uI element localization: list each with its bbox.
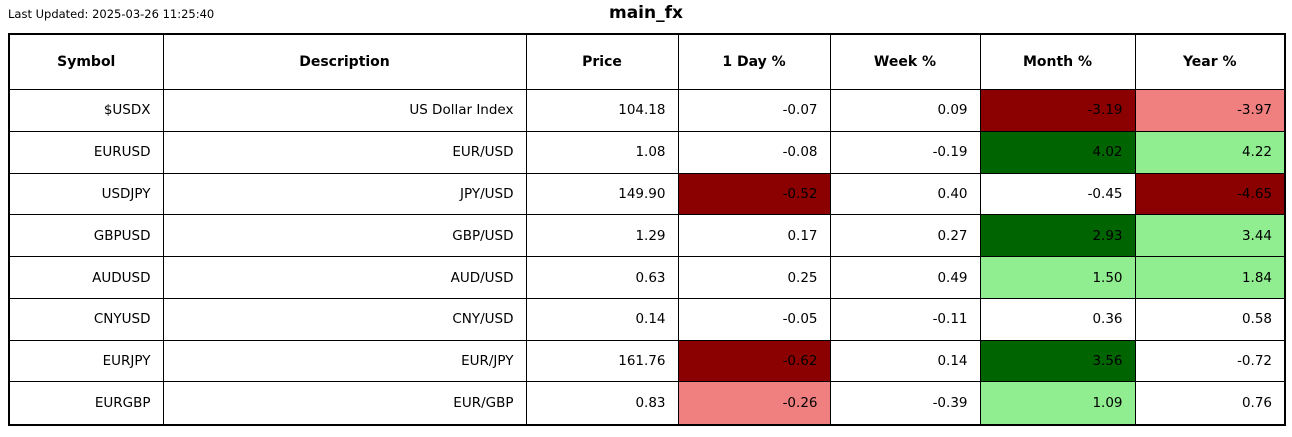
change-cell: 0.40 — [829, 172, 981, 216]
page-title: main_fx — [609, 3, 683, 23]
change-cell: 0.25 — [677, 256, 831, 299]
change-cell: -3.97 — [1134, 89, 1286, 132]
change-cell: 3.56 — [979, 339, 1136, 383]
change-cell: 1.09 — [979, 381, 1136, 426]
price-cell: 0.14 — [525, 297, 679, 341]
price-cell: 149.90 — [525, 172, 679, 216]
price-cell: 161.76 — [525, 339, 679, 383]
symbol-cell: AUDUSD — [8, 256, 164, 299]
column-header: Month % — [979, 33, 1136, 90]
change-cell: -4.65 — [1134, 172, 1286, 216]
description-cell: EUR/JPY — [162, 339, 527, 383]
table-row: GBPUSD GBP/USD 1.29 0.17 0.27 2.93 3.44 — [8, 214, 1286, 258]
table-row: CNYUSD CNY/USD 0.14 -0.05 -0.11 0.36 0.58 — [8, 297, 1286, 341]
header-row: Symbol Description Price 1 Day % Week % Month… — [8, 33, 1286, 90]
symbol-cell: EURGBP — [8, 381, 164, 426]
column-header: 1 Day % — [677, 33, 831, 90]
symbol-cell: CNYUSD — [8, 297, 164, 341]
change-cell: -0.52 — [677, 172, 831, 216]
change-cell: 0.17 — [677, 214, 831, 258]
change-cell: -0.07 — [677, 89, 831, 132]
description-cell: CNY/USD — [162, 297, 527, 341]
table-body: $USDX US Dollar Index 104.18 -0.07 0.09 -3.19… — [8, 89, 1286, 426]
change-cell: 0.27 — [829, 214, 981, 258]
change-cell: 1.50 — [979, 256, 1136, 299]
description-cell: AUD/USD — [162, 256, 527, 299]
change-cell: -0.08 — [677, 130, 831, 174]
table-row: EURUSD EUR/USD 1.08 -0.08 -0.19 4.02 4.22 — [8, 130, 1286, 174]
change-cell: -0.05 — [677, 297, 831, 341]
symbol-cell: EURUSD — [8, 130, 164, 174]
description-cell: JPY/USD — [162, 172, 527, 216]
change-cell: 2.93 — [979, 214, 1136, 258]
price-cell: 104.18 — [525, 89, 679, 132]
change-cell: -0.45 — [979, 172, 1136, 216]
change-cell: 4.02 — [979, 130, 1136, 174]
symbol-cell: $USDX — [8, 89, 164, 132]
description-cell: US Dollar Index — [162, 89, 527, 132]
table-row: $USDX US Dollar Index 104.18 -0.07 0.09 -3.19… — [8, 89, 1286, 132]
description-cell: GBP/USD — [162, 214, 527, 258]
symbol-cell: EURJPY — [8, 339, 164, 383]
change-cell: 0.76 — [1134, 381, 1286, 426]
column-header: Symbol — [8, 33, 164, 90]
change-cell: -0.72 — [1134, 339, 1286, 383]
table-row: USDJPY JPY/USD 149.90 -0.52 0.40 -0.45 -4.65 — [8, 172, 1286, 216]
change-cell: 0.14 — [829, 339, 981, 383]
fx-performance-table: Symbol Description Price 1 Day % Week % Month… — [8, 33, 1286, 426]
table-row: AUDUSD AUD/USD 0.63 0.25 0.49 1.50 1.84 — [8, 256, 1286, 299]
price-cell: 0.63 — [525, 256, 679, 299]
table-row: EURJPY EUR/JPY 161.76 -0.62 0.14 3.56 -0.72 — [8, 339, 1286, 383]
symbol-cell: USDJPY — [8, 172, 164, 216]
change-cell: 0.49 — [829, 256, 981, 299]
change-cell: -0.11 — [829, 297, 981, 341]
change-cell: 1.84 — [1134, 256, 1286, 299]
description-cell: EUR/GBP — [162, 381, 527, 426]
table-header: Symbol Description Price 1 Day % Week % Month… — [8, 33, 1286, 90]
column-header: Price — [525, 33, 679, 90]
price-cell: 1.29 — [525, 214, 679, 258]
table-row: EURGBP EUR/GBP 0.83 -0.26 -0.39 1.09 0.76 — [8, 381, 1286, 426]
column-header: Description — [162, 33, 527, 90]
column-header: Year % — [1134, 33, 1286, 90]
column-header: Week % — [829, 33, 981, 90]
change-cell: 0.09 — [829, 89, 981, 132]
symbol-cell: GBPUSD — [8, 214, 164, 258]
change-cell: -0.19 — [829, 130, 981, 174]
change-cell: 4.22 — [1134, 130, 1286, 174]
change-cell: 3.44 — [1134, 214, 1286, 258]
price-cell: 1.08 — [525, 130, 679, 174]
change-cell: -0.39 — [829, 381, 981, 426]
change-cell: -0.62 — [677, 339, 831, 383]
change-cell: -0.26 — [677, 381, 831, 426]
price-cell: 0.83 — [525, 381, 679, 426]
change-cell: 0.36 — [979, 297, 1136, 341]
last-updated-timestamp: Last Updated: 2025-03-26 11:25:40 — [8, 7, 215, 21]
description-cell: EUR/USD — [162, 130, 527, 174]
change-cell: 0.58 — [1134, 297, 1286, 341]
change-cell: -3.19 — [979, 89, 1136, 132]
